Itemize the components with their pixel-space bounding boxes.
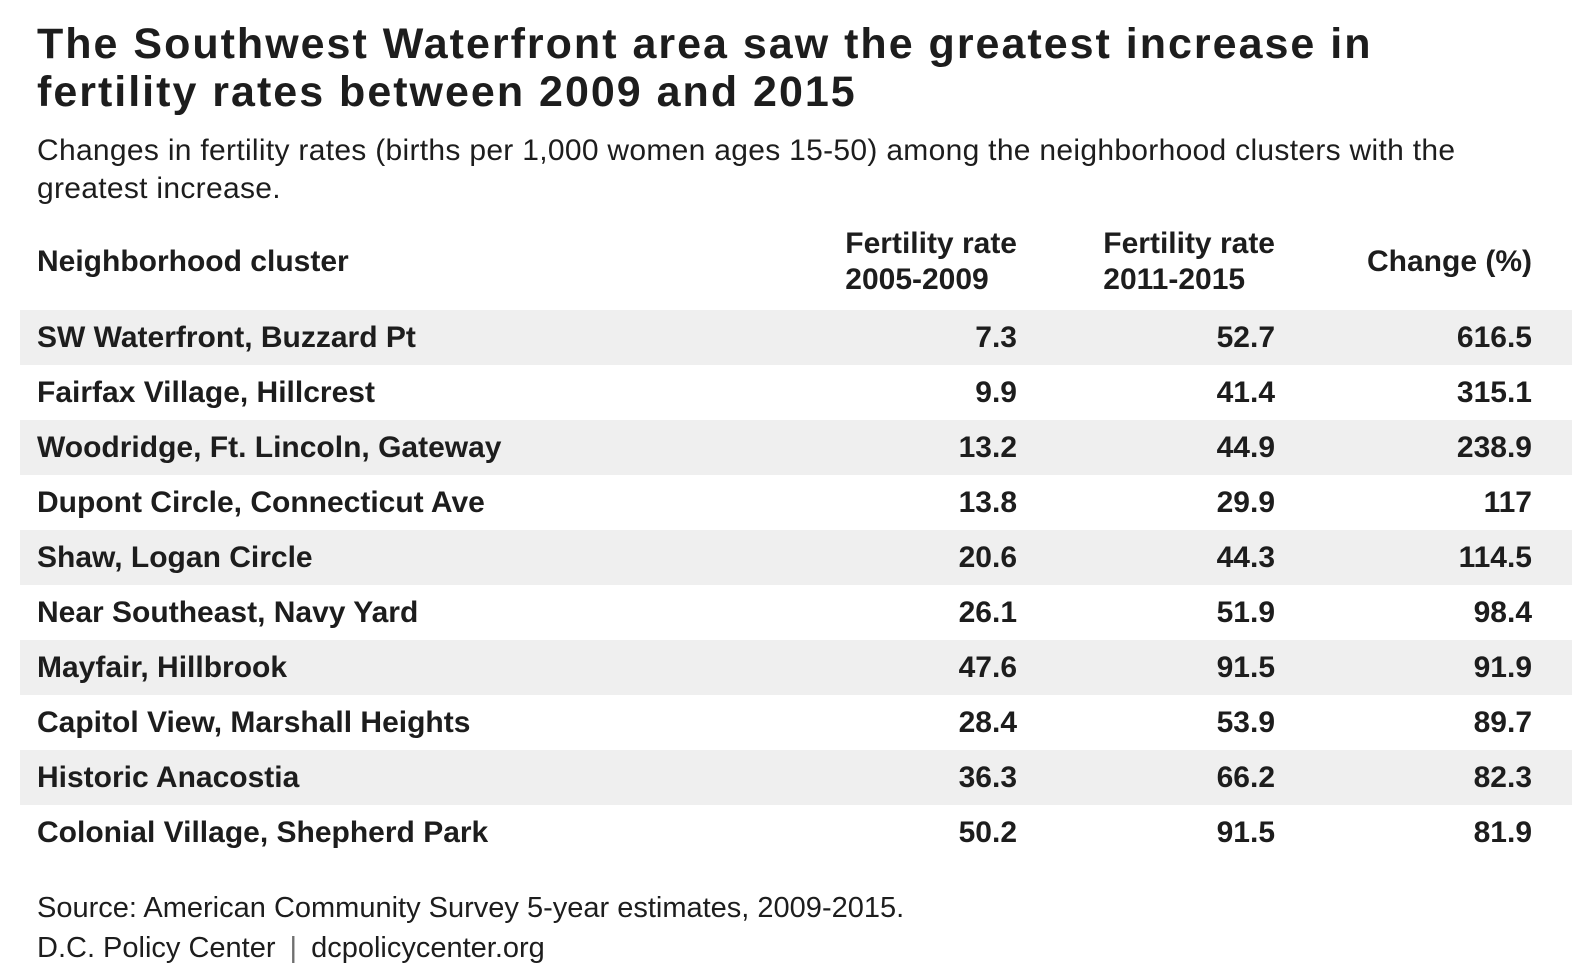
source-note: Source: American Community Survey 5-year… — [37, 888, 1572, 968]
col-header-neighborhood: Neighborhood cluster — [20, 220, 775, 310]
cell-rate-2011-2015: 29.9 — [1216, 485, 1275, 519]
credit-line: D.C. Policy Center | dcpolicycenter.org — [37, 928, 1572, 968]
fertility-rate-table: Neighborhood cluster Fertility rate 2005-… — [20, 220, 1572, 860]
table-row: Dupont Circle, Connecticut Ave 13.8 29.9 11… — [20, 475, 1572, 530]
cell-neighborhood: Capitol View, Marshall Heights — [37, 705, 471, 739]
cell-neighborhood: Fairfax Village, Hillcrest — [37, 375, 375, 409]
cell-change-pct: 89.7 — [1473, 705, 1532, 739]
col-header-rate2-line1: Fertility rate — [1103, 227, 1275, 260]
cell-rate-2011-2015: 91.5 — [1216, 650, 1275, 684]
cell-rate-2005-2009: 13.2 — [958, 430, 1017, 464]
separator-pipe: | — [289, 932, 298, 964]
cell-neighborhood: Woodridge, Ft. Lincoln, Gateway — [37, 430, 502, 464]
table-row: SW Waterfront, Buzzard Pt 7.3 52.7 616.5 — [20, 310, 1572, 365]
table-row: Fairfax Village, Hillcrest 9.9 41.4 315.1 — [20, 365, 1572, 420]
cell-change-pct: 82.3 — [1473, 760, 1532, 794]
cell-rate-2011-2015: 53.9 — [1216, 705, 1275, 739]
cell-neighborhood: SW Waterfront, Buzzard Pt — [37, 320, 416, 354]
cell-rate-2005-2009: 50.2 — [958, 815, 1017, 849]
col-header-rate-2005-2009: Fertility rate 2005-2009 — [775, 220, 1017, 310]
col-header-rate2-line2: 2011-2015 — [1103, 263, 1246, 296]
subtitle: Changes in fertility rates (births per 1… — [37, 134, 1456, 205]
cell-change-pct: 117 — [1483, 485, 1532, 519]
cell-neighborhood: Colonial Village, Shepherd Park — [37, 815, 489, 849]
cell-rate-2005-2009: 7.3 — [975, 320, 1017, 354]
cell-neighborhood: Dupont Circle, Connecticut Ave — [37, 485, 485, 519]
table-header-row: Neighborhood cluster Fertility rate 2005-… — [20, 220, 1572, 310]
table-body: SW Waterfront, Buzzard Pt 7.3 52.7 616.5 Fai… — [20, 310, 1572, 860]
cell-rate-2005-2009: 36.3 — [958, 760, 1017, 794]
cell-change-pct: 238.9 — [1456, 430, 1532, 464]
table-row: Colonial Village, Shepherd Park 50.2 91.5 8… — [20, 805, 1572, 860]
cell-rate-2005-2009: 13.8 — [958, 485, 1017, 519]
table-row: Capitol View, Marshall Heights 28.4 53.9 89… — [20, 695, 1572, 750]
cell-rate-2005-2009: 28.4 — [958, 705, 1017, 739]
cell-change-pct: 114.5 — [1458, 540, 1532, 574]
source-line: Source: American Community Survey 5-year… — [37, 892, 905, 924]
cell-rate-2005-2009: 47.6 — [958, 650, 1017, 684]
cell-change-pct: 315.1 — [1456, 375, 1532, 409]
col-header-neighborhood-label: Neighborhood cluster — [37, 245, 349, 278]
cell-rate-2011-2015: 52.7 — [1216, 320, 1275, 354]
cell-rate-2005-2009: 26.1 — [958, 595, 1017, 629]
cell-neighborhood: Near Southeast, Navy Yard — [37, 595, 419, 629]
cell-rate-2011-2015: 44.3 — [1216, 540, 1275, 574]
cell-rate-2005-2009: 20.6 — [958, 540, 1017, 574]
cell-rate-2011-2015: 41.4 — [1216, 375, 1275, 409]
cell-change-pct: 91.9 — [1473, 650, 1532, 684]
org-name: D.C. Policy Center — [37, 932, 276, 964]
cell-rate-2005-2009: 9.9 — [975, 375, 1017, 409]
col-header-rate-2011-2015: Fertility rate 2011-2015 — [1017, 220, 1275, 310]
page-title: The Southwest Waterfront area saw the gr… — [37, 20, 1373, 116]
cell-neighborhood: Historic Anacostia — [37, 760, 300, 794]
cell-change-pct: 616.5 — [1456, 320, 1532, 354]
col-header-change-pct-label: Change (%) — [1367, 245, 1532, 278]
col-header-change-pct: Change (%) — [1275, 220, 1572, 310]
website-text: dcpolicycenter.org — [311, 932, 545, 964]
table-row: Mayfair, Hillbrook 47.6 91.5 91.9 — [20, 640, 1572, 695]
cell-rate-2011-2015: 66.2 — [1216, 760, 1275, 794]
cell-change-pct: 81.9 — [1473, 815, 1532, 849]
cell-neighborhood: Shaw, Logan Circle — [37, 540, 313, 574]
cell-rate-2011-2015: 91.5 — [1216, 815, 1275, 849]
cell-change-pct: 98.4 — [1473, 595, 1532, 629]
table-row: Shaw, Logan Circle 20.6 44.3 114.5 — [20, 530, 1572, 585]
table-row: Historic Anacostia 36.3 66.2 82.3 — [20, 750, 1572, 805]
table-row: Woodridge, Ft. Lincoln, Gateway 13.2 44.9 2… — [20, 420, 1572, 475]
cell-rate-2011-2015: 51.9 — [1216, 595, 1275, 629]
cell-rate-2011-2015: 44.9 — [1216, 430, 1275, 464]
table-row: Near Southeast, Navy Yard 26.1 51.9 98.4 — [20, 585, 1572, 640]
cell-neighborhood: Mayfair, Hillbrook — [37, 650, 288, 684]
col-header-rate1-line1: Fertility rate — [845, 227, 1017, 260]
col-header-rate1-line2: 2005-2009 — [845, 263, 989, 296]
